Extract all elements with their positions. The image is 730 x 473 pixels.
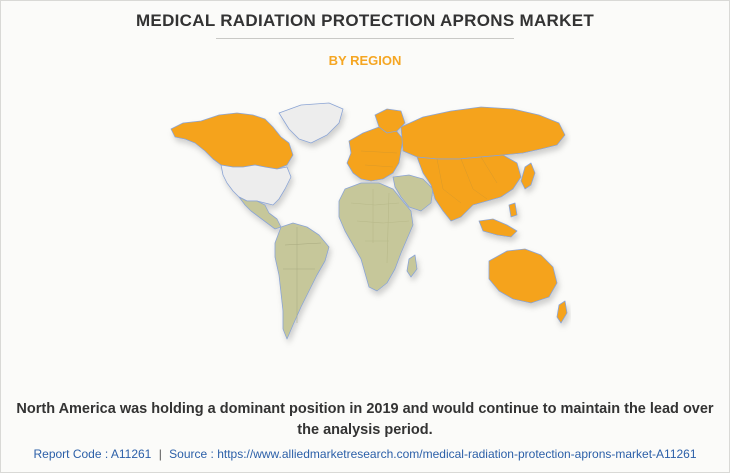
map-region-new-zealand — [556, 300, 568, 324]
map-region-south-america — [274, 222, 330, 340]
map-region-madagascar — [406, 254, 418, 278]
footer-separator: | — [158, 447, 162, 461]
map-region-middle-east — [392, 174, 434, 212]
map-region-philippines — [508, 202, 518, 218]
page-subtitle: BY REGION — [328, 53, 402, 68]
map-region-europe — [346, 126, 404, 182]
map-region-canada — [170, 112, 294, 170]
map-region-australia — [488, 248, 558, 304]
map-region-japan — [520, 162, 536, 190]
map-region-north-america — [278, 102, 344, 144]
map-region-asia — [416, 154, 522, 222]
map-region-africa — [338, 182, 414, 292]
map-region-usa — [220, 164, 292, 206]
asia-borders — [360, 150, 498, 204]
report-code: Report Code : A11261 — [33, 447, 152, 461]
footer: Report Code : A11261 | Source : https://… — [1, 447, 729, 461]
map-region-russia — [400, 106, 566, 160]
map-region-southeast-asia — [478, 218, 518, 238]
title-divider — [216, 38, 514, 39]
south-america-borders — [283, 227, 322, 323]
world-map — [161, 93, 571, 348]
page-title: MEDICAL RADIATION PROTECTION APRONS MARK… — [135, 11, 595, 30]
africa-borders — [350, 189, 410, 264]
source-link[interactable]: Source : https://www.alliedmarketresearc… — [169, 447, 697, 461]
summary-text: North America was holding a dominant pos… — [16, 401, 714, 438]
